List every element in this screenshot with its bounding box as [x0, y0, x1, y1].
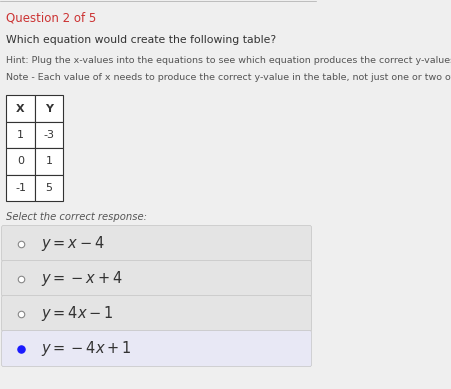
Text: Question 2 of 5: Question 2 of 5 [6, 12, 97, 25]
Bar [6, 122, 35, 148]
Point [17, 240, 24, 247]
Bar [6, 175, 35, 201]
Text: Y: Y [45, 103, 53, 114]
Text: 0: 0 [17, 156, 24, 166]
Bar [35, 148, 63, 175]
Bar [6, 148, 35, 175]
Text: 1: 1 [46, 156, 52, 166]
FancyBboxPatch shape [1, 331, 311, 366]
Text: -1: -1 [15, 183, 26, 193]
Text: Hint: Plug the x-values into the equations to see which equation produces the co: Hint: Plug the x-values into the equatio… [6, 56, 451, 65]
Text: 1: 1 [17, 130, 24, 140]
Text: 5: 5 [46, 183, 52, 193]
Text: Which equation would create the following table?: Which equation would create the followin… [6, 35, 276, 45]
Text: Note - Each value of x needs to produce the correct y-value in the table, not ju: Note - Each value of x needs to produce … [6, 73, 451, 82]
Point [17, 310, 24, 317]
Bar [6, 95, 35, 122]
Text: $y = x - 4$: $y = x - 4$ [41, 234, 105, 253]
Point [17, 345, 24, 352]
Text: X: X [16, 103, 25, 114]
Text: Select the correct response:: Select the correct response: [6, 212, 147, 222]
FancyBboxPatch shape [1, 296, 311, 331]
Text: $y = 4x - 1$: $y = 4x - 1$ [41, 304, 114, 323]
Text: $y = -x + 4$: $y = -x + 4$ [41, 269, 123, 288]
Bar [35, 95, 63, 122]
Text: -3: -3 [43, 130, 55, 140]
Point [17, 275, 24, 282]
FancyBboxPatch shape [1, 226, 311, 261]
Text: $y = -4x + 1$: $y = -4x + 1$ [41, 339, 132, 358]
FancyBboxPatch shape [1, 261, 311, 296]
Bar [35, 175, 63, 201]
Bar [35, 122, 63, 148]
